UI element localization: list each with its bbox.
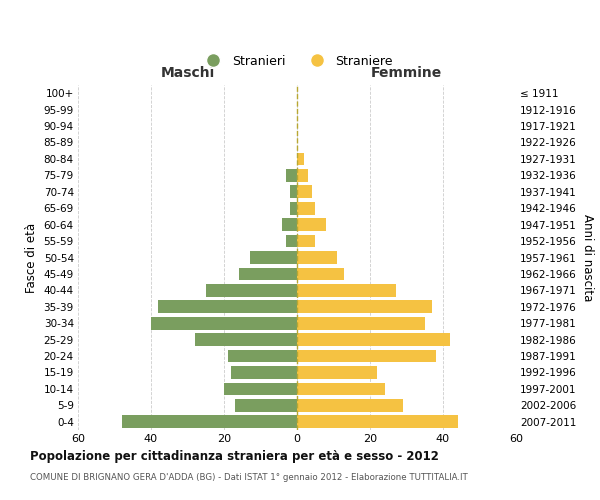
Bar [227, 350, 297, 362]
Bar [297, 152, 304, 166]
Bar [297, 218, 326, 231]
Y-axis label: Fasce di età: Fasce di età [25, 222, 38, 292]
Bar [297, 350, 436, 362]
Bar [297, 317, 425, 330]
Bar [286, 169, 297, 182]
Bar [290, 202, 297, 214]
Bar [158, 300, 297, 313]
Bar [151, 317, 297, 330]
Bar [297, 202, 315, 214]
Bar [224, 382, 297, 396]
Bar [297, 268, 344, 280]
Bar [297, 186, 311, 198]
Bar [283, 218, 297, 231]
Y-axis label: Anni di nascita: Anni di nascita [581, 214, 593, 301]
Bar [206, 284, 297, 297]
Bar [297, 234, 315, 248]
Bar [297, 399, 403, 412]
Bar [239, 268, 297, 280]
Text: Popolazione per cittadinanza straniera per età e sesso - 2012: Popolazione per cittadinanza straniera p… [30, 450, 439, 463]
Text: Femmine: Femmine [371, 66, 442, 80]
Bar [122, 416, 297, 428]
Text: Maschi: Maschi [160, 66, 215, 80]
Bar [297, 382, 385, 396]
Bar [297, 333, 450, 346]
Bar [297, 169, 308, 182]
Bar [297, 300, 432, 313]
Legend: Stranieri, Straniere: Stranieri, Straniere [196, 50, 398, 73]
Text: COMUNE DI BRIGNANO GERA D'ADDA (BG) - Dati ISTAT 1° gennaio 2012 - Elaborazione : COMUNE DI BRIGNANO GERA D'ADDA (BG) - Da… [30, 472, 468, 482]
Bar [297, 284, 395, 297]
Bar [297, 366, 377, 379]
Bar [286, 234, 297, 248]
Bar [232, 366, 297, 379]
Bar [297, 251, 337, 264]
Bar [235, 399, 297, 412]
Bar [195, 333, 297, 346]
Bar [297, 416, 458, 428]
Bar [290, 186, 297, 198]
Bar [250, 251, 297, 264]
